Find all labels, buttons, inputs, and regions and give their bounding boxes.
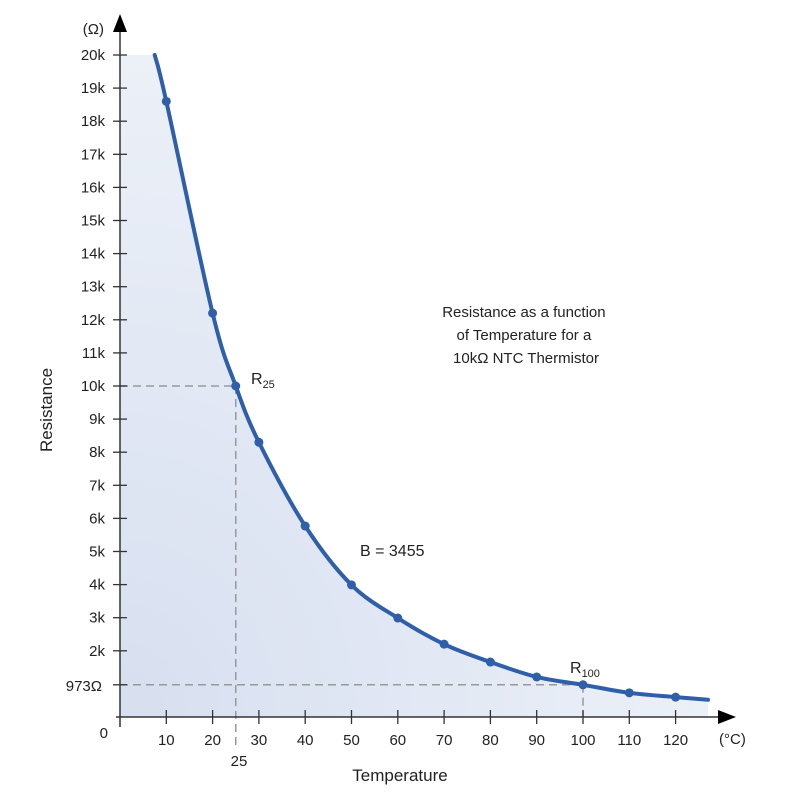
y-tick-label: 4k	[89, 577, 105, 594]
origin-label: 0	[100, 725, 108, 742]
resistance-curve	[152, 53, 711, 702]
data-point	[161, 96, 171, 106]
x-tick-label: 10	[158, 732, 175, 749]
y-tick-label: 5k	[89, 544, 105, 561]
x-axis-title: Temperature	[352, 766, 447, 785]
x-tick-label: 50	[343, 732, 360, 749]
title-line-2: of Temperature for a	[457, 327, 592, 344]
r100-y-label: 973Ω	[66, 678, 102, 695]
data-point	[532, 672, 542, 682]
y-tick-label: 13k	[81, 279, 106, 296]
y-tick-label: 11k	[82, 345, 106, 362]
x-tick-label: 100	[570, 732, 595, 749]
x-tick-label: 120	[663, 732, 688, 749]
y-tick-label: 2k	[89, 643, 105, 660]
y-tick-label: 12k	[81, 312, 106, 329]
y-tick-label: 6k	[89, 510, 105, 527]
x-tick-label: 90	[528, 732, 545, 749]
r25-letter: R	[251, 371, 263, 388]
ticks: 10 20 30 40 50 60 70 80 90 100 110 120 2k 3k 4k 5k 6k 7k 8…	[81, 47, 688, 749]
chart-title: Resistance as a function of Temperature …	[442, 304, 610, 367]
axes	[113, 14, 736, 727]
x-tick-label: 30	[251, 732, 268, 749]
area-fill	[120, 55, 709, 717]
data-point	[347, 580, 356, 590]
y-tick-label: 16k	[81, 179, 106, 196]
y-axis-title: Resistance	[37, 368, 56, 452]
data-point	[393, 613, 403, 623]
title-line-1: Resistance as a function	[442, 304, 605, 321]
y-unit-label: (Ω)	[83, 21, 104, 38]
r25-annotation: R25	[251, 371, 275, 391]
data-markers	[161, 96, 681, 702]
x-tick-label: 70	[436, 732, 453, 749]
data-point	[439, 639, 449, 649]
r25-x-label: 25	[231, 753, 248, 770]
x-tick-label: 110	[617, 732, 641, 749]
x-unit-label: (°C)	[719, 731, 746, 748]
data-point	[231, 381, 241, 391]
y-tick-label: 10k	[81, 378, 106, 395]
data-point	[578, 680, 588, 690]
x-tick-label: 20	[204, 732, 221, 749]
data-point	[208, 308, 218, 318]
r100-subscript: 100	[582, 668, 600, 680]
x-tick-label: 40	[297, 732, 314, 749]
r100-letter: R	[570, 660, 582, 677]
x-axis-arrow-icon	[718, 710, 736, 724]
y-tick-label: 18k	[81, 113, 106, 130]
y-tick-label: 19k	[81, 80, 106, 97]
data-point	[485, 657, 495, 667]
y-tick-label: 14k	[81, 246, 106, 263]
y-tick-label: 9k	[89, 411, 105, 428]
title-line-3: 10kΩ NTC Thermistor	[453, 350, 599, 367]
x-tick-label: 80	[482, 732, 499, 749]
x-tick-label: 60	[389, 732, 406, 749]
data-point	[300, 521, 310, 531]
r100-annotation: R100	[570, 660, 600, 680]
data-point	[624, 688, 634, 698]
y-tick-label: 15k	[81, 213, 106, 230]
y-axis-arrow-icon	[113, 14, 127, 32]
y-tick-label: 7k	[89, 477, 105, 494]
r25-subscript: 25	[263, 379, 275, 391]
y-tick-label: 17k	[81, 146, 106, 163]
b-value-annotation: B = 3455	[360, 543, 425, 560]
data-point	[254, 437, 264, 447]
y-tick-label: 20k	[81, 47, 106, 64]
data-point	[671, 692, 681, 702]
y-tick-label: 3k	[89, 610, 105, 627]
y-tick-label: 8k	[89, 444, 105, 461]
